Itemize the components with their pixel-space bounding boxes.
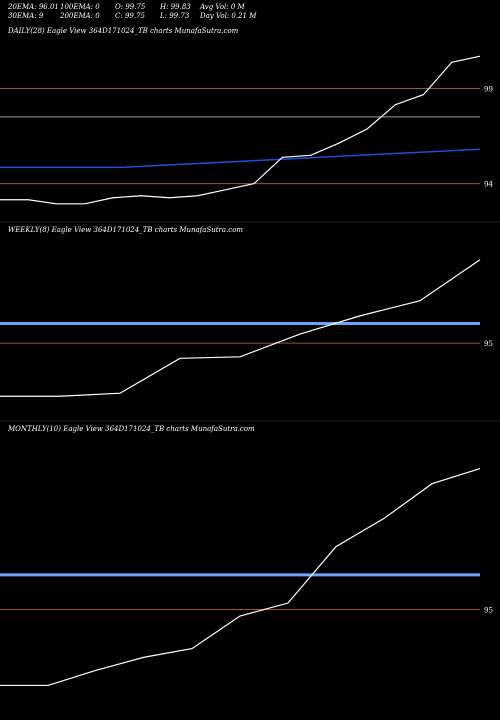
y-tick-label: 95	[484, 340, 493, 348]
monthly-panel: 95	[0, 467, 493, 687]
price-line	[0, 55, 481, 205]
header-ema200: 200EMA: 0	[60, 12, 100, 20]
daily-panel: 99 94	[0, 55, 493, 205]
header-avg-vol: Avg Vol: 0 M	[200, 3, 245, 11]
weekly-title: WEEKLY(8) Eagle View 364D171024_TB chart…	[8, 226, 244, 234]
monthly-title: MONTHLY(10) Eagle View 364D171024_TB cha…	[8, 425, 255, 433]
header-open: O: 99.75	[115, 3, 146, 11]
y-tick-label: 99	[484, 86, 493, 94]
header-ema100: 100EMA: 0	[60, 3, 100, 11]
weekly-panel: 95	[0, 259, 493, 397]
header-day-vol: Day Vol: 0.21 M	[200, 12, 257, 20]
header-ema30: 30EMA: 9	[8, 12, 44, 20]
ema-line	[0, 148, 481, 169]
header-close: C: 99.75	[115, 12, 145, 20]
y-tick-label: 94	[484, 181, 493, 189]
price-line	[0, 259, 481, 397]
header-low: L: 99.73	[160, 12, 190, 20]
price-line	[0, 467, 481, 687]
header-high: H: 99.83	[160, 3, 191, 11]
y-tick-label: 95	[484, 607, 493, 615]
header-ema20: 20EMA: 96.01	[8, 3, 59, 11]
daily-title: DAILY(28) Eagle View 364D171024_TB chart…	[8, 27, 239, 35]
